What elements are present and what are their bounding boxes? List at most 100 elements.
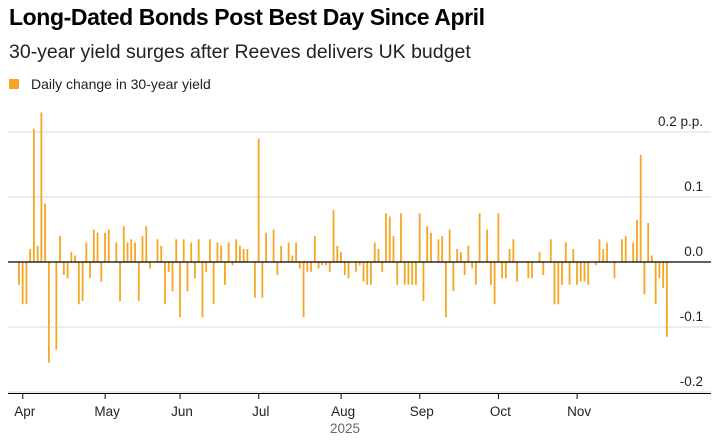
bar — [47, 262, 50, 363]
bar — [295, 242, 297, 262]
bar — [18, 262, 20, 285]
bar — [448, 229, 451, 262]
bar — [441, 236, 444, 262]
bar — [238, 245, 241, 262]
bar — [137, 262, 140, 301]
bar — [340, 252, 342, 262]
bar — [325, 262, 327, 266]
bar — [317, 262, 320, 269]
bar — [310, 262, 312, 272]
bar — [538, 252, 541, 262]
bar — [452, 262, 455, 292]
bar — [598, 239, 601, 262]
bar — [246, 249, 249, 262]
bar — [658, 262, 661, 279]
x-tick-label: Jul — [252, 404, 269, 419]
bar — [497, 213, 500, 262]
bar — [190, 242, 193, 262]
bar — [115, 242, 118, 262]
bar — [549, 239, 552, 262]
y-tick-label: 0.0 — [684, 244, 703, 259]
x-axis: Apr May Jun Jul Aug Sep Oct Nov 2025 — [8, 393, 711, 436]
bar — [96, 232, 99, 262]
bar — [362, 262, 365, 282]
bar — [579, 262, 582, 282]
bar — [77, 262, 80, 305]
y-tick-label: 0.2 p.p. — [658, 114, 703, 129]
bar — [179, 262, 181, 318]
bar — [242, 249, 245, 262]
bar — [253, 262, 256, 298]
chart-title: Long-Dated Bonds Post Best Day Since Apr… — [9, 4, 485, 30]
bar — [392, 236, 395, 262]
x-tick-label: Nov — [567, 404, 591, 419]
bar — [261, 262, 264, 298]
bar — [666, 262, 668, 337]
bar — [70, 252, 73, 262]
x-tick-label: Jun — [171, 404, 193, 419]
bar — [287, 242, 290, 262]
x-tick-label: Oct — [490, 404, 511, 419]
bar — [643, 262, 646, 295]
bar — [92, 229, 95, 262]
bar — [411, 262, 414, 285]
bar — [366, 262, 369, 285]
bar — [407, 262, 410, 285]
bar — [272, 229, 275, 262]
bar — [594, 262, 597, 266]
bar — [175, 239, 178, 262]
bar — [527, 262, 530, 279]
bar — [564, 242, 567, 262]
bar — [377, 249, 380, 262]
bar — [557, 262, 560, 305]
bar — [358, 262, 361, 266]
bar — [606, 242, 608, 262]
bar — [265, 232, 268, 262]
bar — [227, 242, 230, 262]
bar — [164, 262, 166, 305]
bars — [18, 112, 668, 363]
bar — [280, 245, 282, 262]
bar — [156, 239, 159, 262]
bar — [651, 255, 653, 262]
bar — [647, 223, 650, 262]
bar — [328, 262, 331, 272]
bar — [212, 262, 215, 305]
bar — [21, 262, 24, 305]
bar — [100, 262, 103, 282]
bar — [321, 262, 324, 266]
bar — [235, 239, 238, 262]
bar — [613, 262, 616, 279]
bar — [370, 262, 372, 285]
bar — [343, 262, 346, 275]
bar — [467, 245, 470, 262]
bar — [130, 239, 133, 262]
bar — [171, 262, 174, 292]
bar — [36, 245, 39, 262]
bar — [224, 262, 226, 285]
y-tick-label: -0.2 — [680, 374, 703, 389]
bar — [231, 262, 234, 266]
bar — [119, 262, 121, 301]
bar — [160, 245, 163, 262]
bar — [141, 236, 144, 262]
bar — [302, 262, 305, 318]
bar — [205, 262, 208, 272]
bar — [636, 219, 638, 262]
legend-label: Daily change in 30-year yield — [31, 76, 211, 92]
bar — [662, 262, 665, 288]
bar — [194, 262, 196, 279]
bar — [55, 262, 58, 350]
bar — [512, 239, 515, 262]
bar — [572, 249, 575, 262]
legend-swatch — [9, 79, 19, 89]
bar — [373, 242, 376, 262]
bar — [134, 242, 136, 262]
bar — [201, 262, 204, 318]
bar — [126, 242, 129, 262]
bar — [40, 112, 43, 262]
bar — [74, 255, 76, 262]
x-tick-label: Aug — [331, 404, 355, 419]
bar — [257, 138, 260, 262]
bar — [639, 154, 642, 262]
